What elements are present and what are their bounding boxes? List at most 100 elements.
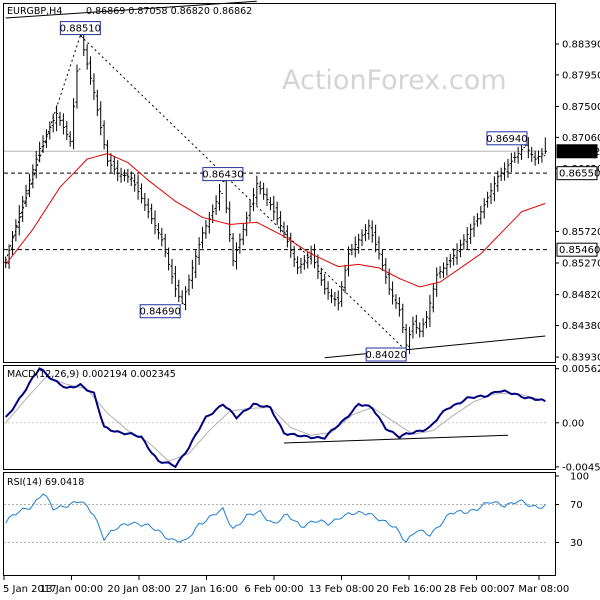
- price-bar: [448, 253, 452, 268]
- price-bar: [245, 211, 249, 237]
- price-bar: [92, 73, 96, 101]
- price-bar: [187, 274, 191, 296]
- price-bar: [180, 290, 184, 305]
- price-bar: [275, 201, 279, 226]
- price-bar: [489, 182, 493, 204]
- price-bar: [241, 223, 245, 246]
- level-price-tag: 0.86550: [556, 166, 600, 181]
- x-tick-label: 28 Feb 00:00: [444, 584, 510, 595]
- price-bar: [41, 135, 45, 154]
- price-bar: [472, 215, 476, 238]
- price-bar: [177, 279, 181, 303]
- macd-y-tick-label: 0.00: [562, 418, 584, 429]
- sma-line: [5, 152, 546, 288]
- trendline: [5, 0, 257, 19]
- macd-y-tick-label: -0.004586: [562, 462, 600, 473]
- rsi-panel-frame: [3, 472, 556, 576]
- price-bar: [136, 174, 140, 200]
- price-tag-box: [556, 166, 598, 181]
- macd-panel-frame: [3, 365, 556, 470]
- price-tag-label: 0.85460: [559, 245, 600, 256]
- price-bar: [58, 111, 62, 126]
- price-bar: [268, 196, 272, 211]
- price-bar: [217, 184, 222, 211]
- price-bar: [421, 318, 425, 338]
- price-bar: [336, 290, 340, 311]
- price-bar: [150, 203, 154, 224]
- price-bar: [17, 205, 21, 236]
- price-bar: [370, 220, 374, 243]
- price-bar: [48, 121, 52, 140]
- chart-ohlc: 0.86869 0.87058 0.86820 0.86862: [86, 6, 252, 17]
- x-tick-label: 6 Feb 00:00: [244, 584, 303, 595]
- x-tick-label: 7 Mar 08:00: [509, 584, 569, 595]
- price-bar: [170, 258, 174, 284]
- price-bar: [486, 191, 490, 208]
- price-bar: [316, 254, 320, 279]
- current-price-tag: 0.86862: [556, 144, 600, 159]
- price-bar: [346, 246, 350, 277]
- price-bar: [156, 223, 160, 240]
- price-bar: [31, 164, 35, 189]
- price-bar: [153, 210, 157, 235]
- price-bar: [133, 173, 137, 192]
- price-bar: [418, 322, 422, 338]
- price-bar: [475, 213, 479, 227]
- price-bar: [333, 292, 337, 307]
- price-bar: [326, 281, 330, 300]
- price-bar: [479, 206, 483, 225]
- price-bar: [306, 251, 310, 269]
- rsi-plot: [4, 493, 547, 543]
- price-bar: [21, 196, 25, 222]
- price-bar: [119, 167, 123, 183]
- y-tick-label: 0.88390: [562, 40, 600, 51]
- macd-title: MACD(12,26,9) 0.002194 0.002345: [7, 369, 176, 380]
- price-bar: [167, 247, 171, 271]
- price-bar: [496, 170, 500, 192]
- price-bar: [224, 175, 228, 214]
- price-bar: [302, 255, 306, 270]
- price-bar: [516, 146, 520, 164]
- price-bar: [44, 129, 48, 148]
- price-bar: [10, 230, 15, 255]
- price-bar: [160, 227, 164, 247]
- level-annotation: 0.84690: [139, 304, 181, 319]
- price-bar: [279, 211, 283, 233]
- price-bar: [75, 64, 79, 109]
- price-bar: [340, 281, 344, 307]
- rsi-y-tick-label: 30: [570, 538, 583, 549]
- level-annotation-label: 0.86430: [202, 170, 243, 181]
- price-bar: [367, 219, 371, 240]
- price-bar: [431, 283, 435, 313]
- price-bar: [24, 184, 28, 208]
- price-bar: [503, 162, 507, 181]
- price-bar: [520, 143, 524, 160]
- price-bar: [95, 89, 99, 117]
- rsi-y-tick-label: 100: [570, 472, 589, 483]
- price-bar: [201, 226, 205, 249]
- price-bar: [89, 56, 93, 85]
- price-bar: [533, 150, 537, 166]
- price-bar: [435, 267, 439, 297]
- price-bar: [296, 256, 300, 274]
- price-bar: [99, 101, 103, 136]
- price-plot: 0.88510 0.86430 0.84690 0.84020 0.86940: [4, 0, 547, 362]
- y-tick-label: 0.84820: [562, 290, 600, 301]
- price-bar: [116, 160, 120, 182]
- level-annotation-label: 0.84690: [139, 307, 180, 318]
- price-bar: [55, 105, 59, 132]
- price-bar: [374, 224, 378, 253]
- price-bar: [391, 281, 395, 305]
- price-bar: [262, 182, 266, 200]
- price-bar: [299, 257, 303, 274]
- price-bar: [353, 236, 357, 258]
- price-bar: [231, 233, 235, 267]
- price-bar: [214, 195, 218, 216]
- x-tick-label: 5 Jan 2017: [3, 584, 57, 595]
- price-bar: [173, 265, 177, 298]
- price-bar: [445, 257, 449, 276]
- price-bar: [530, 146, 534, 162]
- level-annotation-box: [59, 21, 101, 36]
- price-bar: [363, 224, 367, 242]
- price-bar: [190, 259, 194, 289]
